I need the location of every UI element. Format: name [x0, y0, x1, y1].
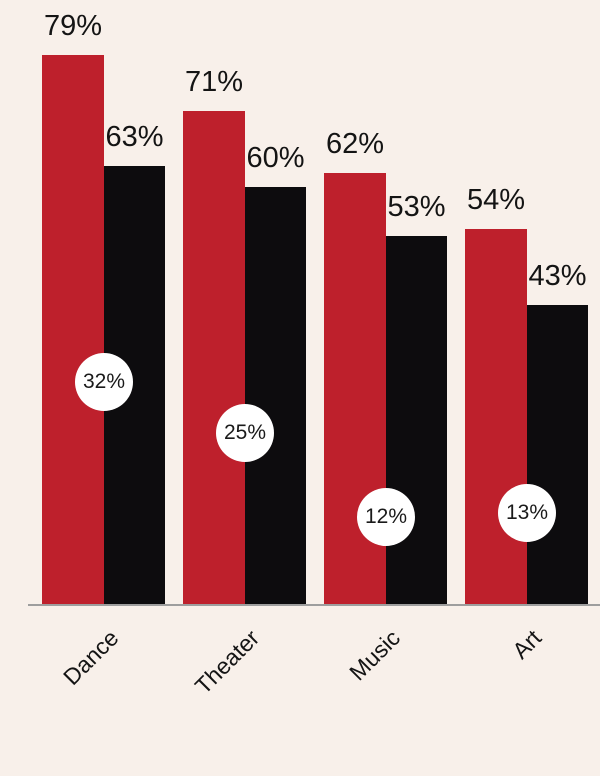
percent-suffix: %	[560, 259, 587, 292]
category-text: Music	[344, 624, 405, 686]
value-label-music-red-series: 62%	[324, 127, 386, 161]
circle-annotation-dance: 32%	[75, 353, 133, 411]
percent-suffix: %	[217, 65, 244, 98]
circle-annotation-art: 13%	[498, 484, 556, 542]
circle-annotation-theater: 25%	[216, 404, 274, 462]
category-text: Dance	[57, 624, 123, 690]
bar-art-red-series	[465, 229, 527, 604]
value-text: 53	[387, 190, 420, 223]
value-text: 25	[223, 421, 248, 444]
value-text: 60	[246, 141, 279, 174]
category-label-theater: Theater	[189, 624, 264, 700]
value-text: 62	[325, 127, 359, 160]
value-text: 32	[82, 370, 107, 393]
value-label-music-black-series: 53%	[386, 190, 447, 224]
percent-suffix: %	[529, 501, 549, 524]
percent-suffix: %	[419, 190, 446, 223]
category-label-art: Art	[506, 624, 546, 664]
value-label-theater-red-series: 71%	[183, 65, 245, 99]
value-label-theater-black-series: 60%	[245, 141, 306, 175]
category-text: Theater	[189, 624, 264, 700]
bar-theater-red-series	[183, 111, 245, 604]
percent-suffix: %	[499, 183, 526, 216]
value-label-art-red-series: 54%	[465, 183, 527, 217]
bar-music-black-series	[386, 236, 447, 604]
percent-suffix: %	[358, 127, 385, 160]
percent-suffix: %	[247, 421, 267, 444]
percent-suffix: %	[278, 141, 305, 174]
percent-suffix: %	[76, 9, 103, 42]
x-axis-line	[28, 604, 600, 606]
category-label-dance: Dance	[57, 624, 123, 690]
value-text: 71	[184, 65, 218, 98]
value-label-dance-red-series: 79%	[42, 9, 104, 43]
circle-annotation-music: 12%	[357, 488, 415, 546]
value-text: 63	[105, 120, 138, 153]
percent-suffix: %	[388, 505, 408, 528]
value-text: 12	[364, 505, 389, 528]
percent-suffix: %	[106, 370, 126, 393]
category-text: Art	[506, 624, 546, 664]
value-text: 43	[528, 259, 561, 292]
bar-theater-black-series	[245, 187, 306, 604]
value-text: 54	[466, 183, 500, 216]
value-label-art-black-series: 43%	[527, 259, 588, 293]
category-label-music: Music	[344, 624, 405, 686]
value-label-dance-black-series: 63%	[104, 120, 165, 154]
bar-dance-red-series	[42, 55, 104, 604]
bar-art-black-series	[527, 305, 588, 604]
value-text: 79	[43, 9, 77, 42]
percent-suffix: %	[137, 120, 164, 153]
value-text: 13	[505, 501, 530, 524]
